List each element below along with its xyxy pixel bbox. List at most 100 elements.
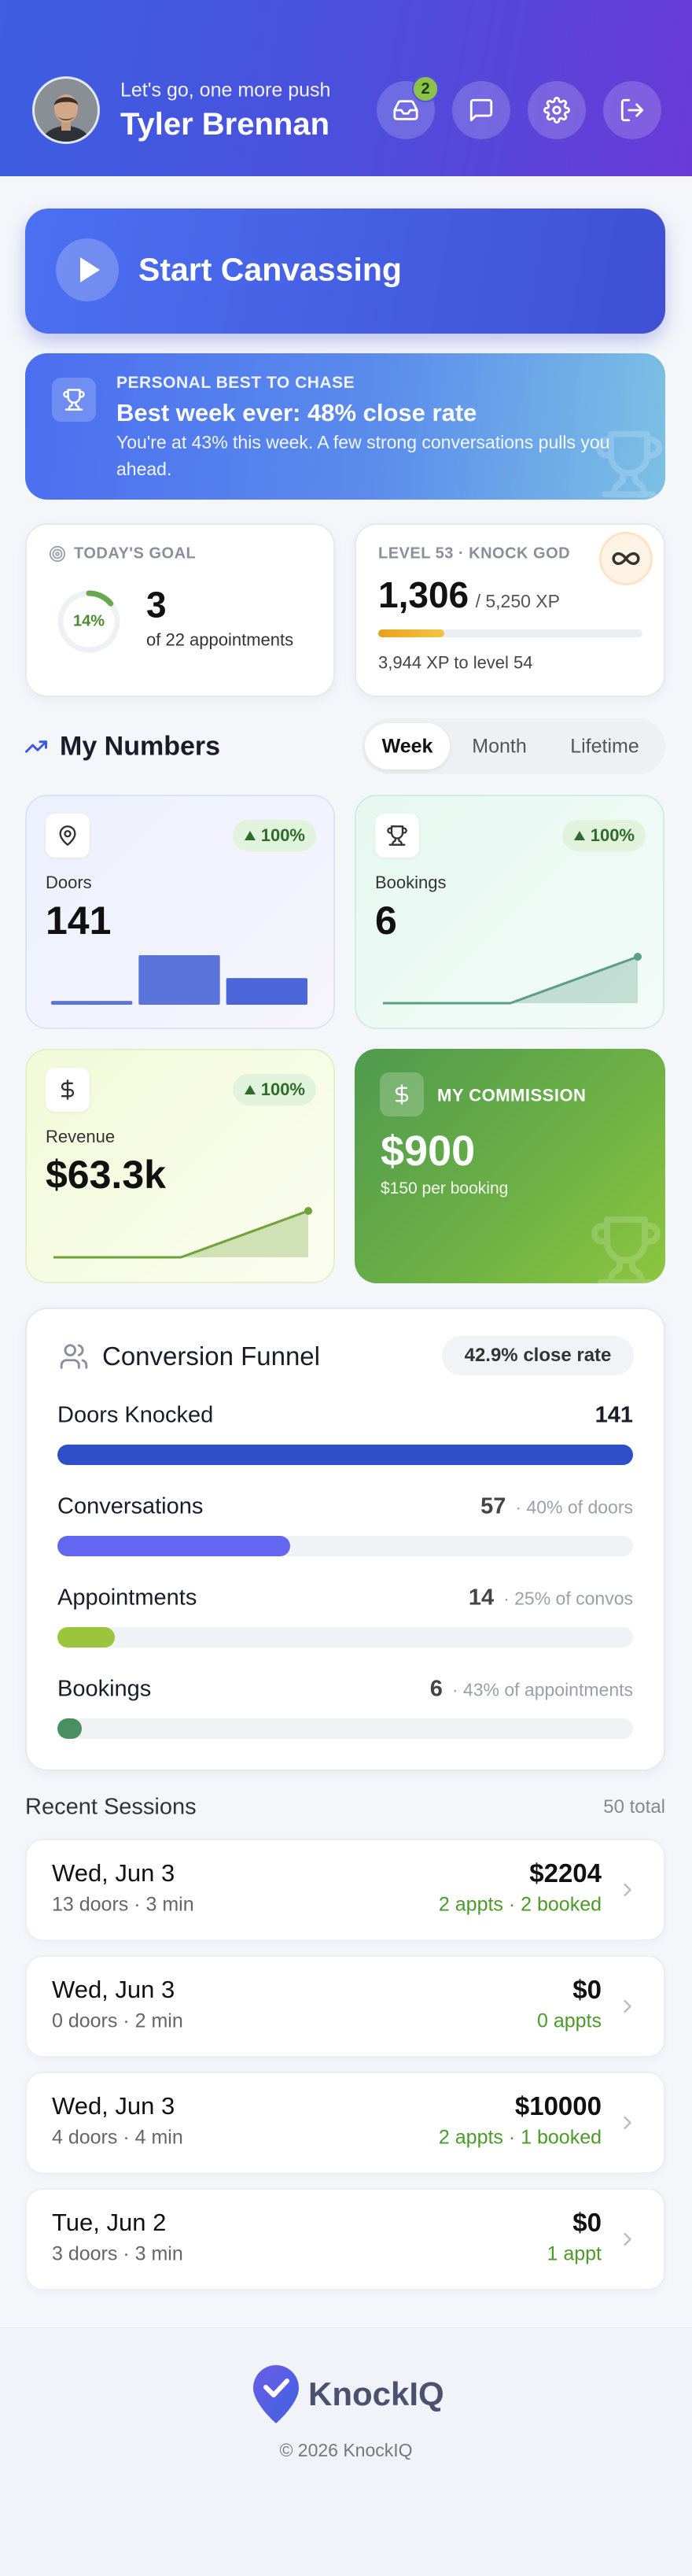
goal-ring xyxy=(57,590,120,653)
xp-fill xyxy=(378,629,444,637)
sparkline xyxy=(383,953,642,1005)
stat-value: 6 xyxy=(375,899,397,943)
session-date: Wed, Jun 3 xyxy=(52,1976,175,2003)
stage-label: Appointments xyxy=(57,1585,197,1611)
todays-goal-label: TODAY'S GOAL xyxy=(74,544,197,563)
stage-values: 141 xyxy=(595,1403,633,1429)
goal-count: 3 xyxy=(146,584,167,626)
session-summary: 0 doors · 2 min xyxy=(52,2010,183,2032)
commission-title: MY COMMISSION xyxy=(437,1085,587,1105)
trend-icon xyxy=(25,740,47,753)
session-date: Wed, Jun 3 xyxy=(52,2092,175,2120)
brand-logo xyxy=(253,2365,299,2423)
stage-value: 6 xyxy=(429,1676,443,1702)
stage-bar xyxy=(57,1445,633,1465)
stage-bar xyxy=(57,1627,115,1648)
chevron-icon xyxy=(624,2232,631,2246)
sessions-title: Recent Sessions xyxy=(25,1794,197,1820)
users-icon xyxy=(60,1344,88,1369)
stage-value: 14 xyxy=(468,1585,495,1611)
personal-best-body: You're at 43% this week. A few strong co… xyxy=(116,432,610,479)
trophy-icon xyxy=(595,430,663,498)
stage-note: · 40% of doors xyxy=(515,1497,633,1518)
sparkline xyxy=(53,1207,312,1259)
goal-target: of 22 appointments xyxy=(146,629,294,650)
session-summary: 13 doors · 3 min xyxy=(52,1893,194,1916)
message-button[interactable] xyxy=(452,81,510,139)
tab-active xyxy=(365,723,450,769)
stage-track xyxy=(57,1627,633,1648)
change-badge: 100% xyxy=(232,820,316,851)
stage-value: 141 xyxy=(594,1402,633,1428)
stage-note: · 43% of appointments xyxy=(451,1679,633,1700)
user-name: Tyler Brennan xyxy=(120,107,329,142)
session-detail: 2 appts · 1 booked xyxy=(438,2126,602,2149)
play-icon xyxy=(56,238,119,301)
trophy-icon xyxy=(63,389,85,411)
target-icon xyxy=(49,545,66,563)
trend-line xyxy=(53,1209,309,1259)
session-amount: $10000 xyxy=(514,2091,602,2120)
dollar-icon xyxy=(395,1084,409,1105)
logout-icon xyxy=(620,98,644,122)
gear-button[interactable] xyxy=(528,81,586,139)
close-rate: 42.9% close rate xyxy=(464,1345,612,1367)
stat-label: Revenue xyxy=(46,1127,116,1146)
tab[interactable]: Week xyxy=(381,735,433,758)
session-summary: 3 doors · 3 min xyxy=(52,2242,183,2265)
todays-goal-card xyxy=(25,523,335,697)
session-card[interactable] xyxy=(25,1839,665,1941)
stage-label: Bookings xyxy=(57,1676,152,1702)
up-arrow xyxy=(244,1085,256,1094)
xp-remaining: 3,944 XP to level 54 xyxy=(378,652,533,673)
chevron-icon xyxy=(624,1999,631,2013)
my-numbers-title: My Numbers xyxy=(60,731,221,762)
sessions-total: 50 total xyxy=(603,1796,665,1818)
start-button[interactable] xyxy=(25,209,665,334)
trophy-icon xyxy=(591,1216,661,1286)
stage-track xyxy=(57,1718,633,1739)
stat-icon-box xyxy=(375,814,419,858)
brand-name: KnockIQ xyxy=(308,2375,444,2412)
trophy-icon xyxy=(387,825,407,846)
commission-rate: $150 per booking xyxy=(381,1179,509,1198)
dollar-icon xyxy=(61,1079,75,1100)
infinity-icon xyxy=(612,552,640,566)
personal-best-icon-box xyxy=(52,378,96,422)
goal-percent: 14% xyxy=(72,612,105,630)
stage-label: Doors Knocked xyxy=(57,1402,214,1428)
copyright: © 2026 KnockIQ xyxy=(279,2439,413,2460)
session-amount: $0 xyxy=(572,2208,602,2237)
session-detail: 1 appt xyxy=(547,2242,602,2265)
xp-value: 1,306 xyxy=(378,574,469,615)
stat-value: 141 xyxy=(46,899,112,943)
stage-label: Conversations xyxy=(57,1493,204,1519)
trend-bar xyxy=(51,1001,133,1005)
trend-bar xyxy=(138,955,220,1005)
change-value: 100% xyxy=(260,825,305,845)
chevron-icon xyxy=(624,2116,631,2130)
pin-icon xyxy=(59,825,76,846)
avatar[interactable] xyxy=(31,76,101,145)
tab[interactable]: Lifetime xyxy=(570,735,639,758)
session-card[interactable] xyxy=(25,2072,665,2174)
personal-best-card xyxy=(25,353,665,500)
start-button-label: Start Canvassing xyxy=(138,251,402,288)
stat-label: Doors xyxy=(46,873,92,892)
goal-ring-progress xyxy=(57,590,120,653)
session-detail: 0 appts xyxy=(536,2010,602,2032)
session-card[interactable] xyxy=(25,2188,665,2290)
trend-area xyxy=(383,957,638,1003)
stage-value: 57 xyxy=(480,1493,506,1519)
session-detail: 2 appts · 2 booked xyxy=(438,1893,602,1916)
session-card[interactable] xyxy=(25,1955,665,2057)
session-date: Wed, Jun 3 xyxy=(52,1859,175,1887)
stage-bar xyxy=(57,1536,290,1556)
chevron-icon xyxy=(624,1883,631,1897)
tab[interactable]: Month xyxy=(472,735,527,758)
inbox-icon xyxy=(393,100,418,120)
session-date: Tue, Jun 2 xyxy=(52,2209,167,2236)
trend-end xyxy=(304,1207,312,1215)
